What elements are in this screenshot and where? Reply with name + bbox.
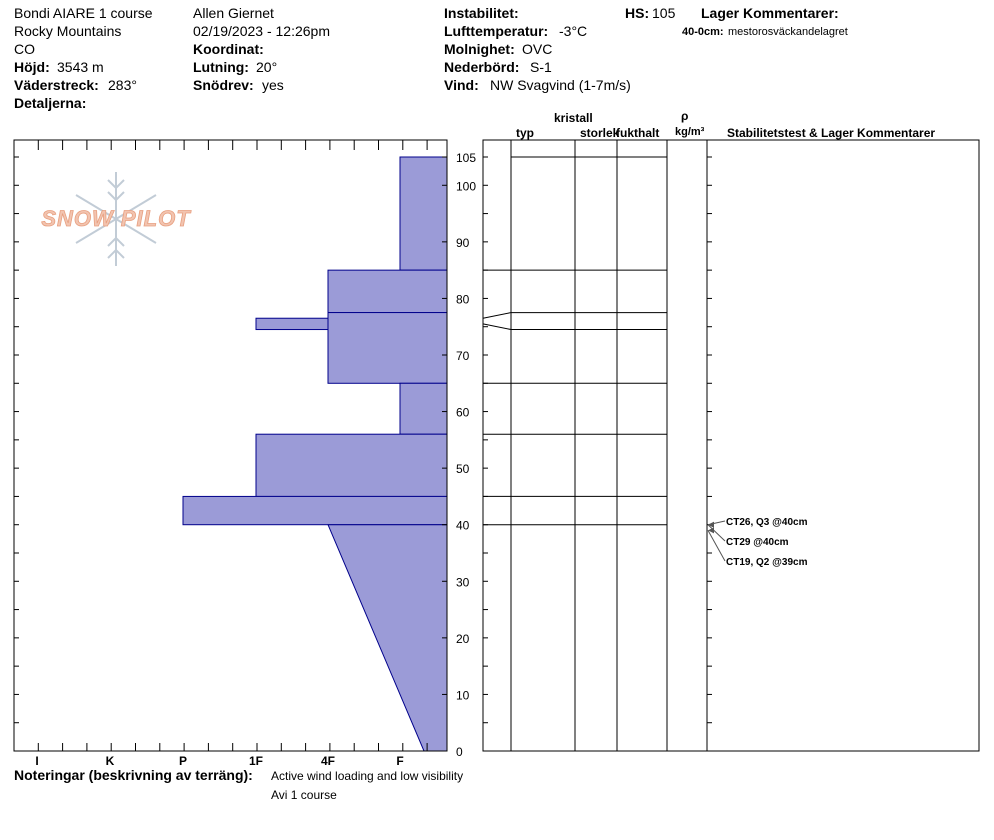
notes-line-2: Avi 1 course	[271, 788, 337, 802]
col-header-moisture: fukthalt	[616, 126, 660, 140]
hardness-label-P: P	[179, 754, 187, 768]
depth-label-60: 60	[456, 406, 470, 420]
hs-value: 105	[652, 5, 676, 21]
hs-label: HS:	[625, 5, 650, 21]
stability-test-0: CT26, Q3 @40cm	[726, 517, 808, 528]
depth-label-50: 50	[456, 462, 470, 476]
layer-comment-text: mestorosväckandelagret	[728, 26, 848, 38]
depth-label-105: 105	[456, 151, 476, 165]
wind-value: NW Svagvind (1-7m/s)	[490, 77, 631, 93]
hardness-bar-5	[255, 433, 448, 497]
elevation-label: Höjd:	[14, 59, 50, 75]
airtemp-value: -3°C	[559, 23, 588, 39]
layer-table-frame	[482, 139, 980, 752]
depth-label-10: 10	[456, 688, 470, 702]
depth-label-20: 20	[456, 632, 470, 646]
stability-test-2: CT19, Q2 @39cm	[726, 557, 808, 568]
stability-arrow-1	[708, 521, 714, 528]
hardness-bar-0	[399, 156, 448, 271]
aspect-value: 283°	[108, 77, 137, 93]
wind-label: Vind:	[444, 77, 479, 93]
thin-layer-link-bottom	[482, 323, 512, 331]
hardness-label-4F: 4F	[321, 754, 335, 768]
slope-value: 20°	[256, 59, 278, 75]
depth-label-0: 0	[456, 745, 463, 759]
sky-label: Molnighet:	[444, 41, 515, 57]
depth-label-70: 70	[456, 349, 470, 363]
snowdrift-label: Snödrev:	[193, 77, 254, 93]
hardness-label-F: F	[396, 754, 403, 768]
stability-leader-1	[707, 524, 726, 542]
col-header-rho: ρ	[681, 109, 689, 123]
layer-grid	[482, 139, 980, 752]
hardness-bar-1	[327, 269, 448, 314]
hardness-label-1F: 1F	[249, 754, 263, 768]
hardness-bars-group	[182, 156, 448, 752]
details-label: Detaljerna:	[14, 95, 87, 111]
precip-label: Nederbörd:	[444, 59, 520, 75]
hardness-axis: I K P 1F 4F F 0 10 20 30 40 50 60 70 80 90 100 105	[13, 139, 476, 768]
depth-label-30: 30	[456, 575, 470, 589]
depth-label-90: 90	[456, 236, 470, 250]
precip-value: S-1	[530, 59, 552, 75]
state: CO	[14, 41, 35, 57]
hardness-plot-frame	[13, 139, 448, 752]
depth-label-40: 40	[456, 519, 470, 533]
notes-line-1: Active wind loading and low visibility	[271, 769, 464, 783]
snowpilot-logo-text: SNOW PILOT	[41, 206, 191, 231]
observation-datetime: 02/19/2023 - 12:26pm	[193, 23, 330, 39]
hardness-bar-3	[327, 312, 448, 384]
depth-label-80: 80	[456, 292, 470, 306]
thin-layer-link-top	[482, 312, 512, 319]
col-header-size: storlek	[580, 126, 620, 140]
instability-label: Instabilitet:	[444, 5, 519, 21]
depth-label-100: 100	[456, 179, 476, 193]
hardness-label-K: K	[106, 754, 115, 768]
hardness-bar-6	[182, 495, 448, 526]
slope-label: Lutning:	[193, 59, 249, 75]
airtemp-label: Lufttemperatur:	[444, 23, 549, 39]
aspect-label: Väderstreck:	[14, 77, 99, 93]
elevation-value: 3543 m	[57, 59, 104, 75]
col-header-type: typ	[516, 126, 534, 140]
notes-label: Noteringar (beskrivning av terräng):	[14, 767, 253, 783]
layer-comments-label: Lager Kommentarer:	[701, 5, 839, 21]
hardness-gradient-layer	[327, 524, 448, 752]
stability-arrow-2	[708, 527, 714, 534]
coordinate-label: Koordinat:	[193, 41, 264, 57]
stability-leader-2	[707, 530, 726, 562]
col-header-crystal: kristall	[554, 111, 593, 125]
stability-tests-group: CT26, Q3 @40cm CT29 @40cm CT19, Q2 @39cm	[707, 517, 808, 568]
mountain-range: Rocky Mountains	[14, 23, 122, 39]
layer-comment-depth: 40-0cm:	[682, 26, 724, 38]
sky-value: OVC	[522, 41, 553, 57]
location-name: Bondi AIARE 1 course	[14, 5, 153, 21]
hardness-bar-4	[399, 382, 448, 435]
stability-test-1: CT29 @40cm	[726, 537, 789, 548]
snowpilot-logo: SNOW PILOT	[36, 170, 196, 270]
hardness-label-I: I	[35, 754, 38, 768]
col-header-stability: Stabilitetstest & Lager Kommentarer	[727, 126, 936, 140]
snowdrift-value: yes	[262, 77, 284, 93]
observer-name: Allen Giernet	[193, 5, 274, 21]
col-header-density-unit: kg/m³	[675, 126, 705, 138]
